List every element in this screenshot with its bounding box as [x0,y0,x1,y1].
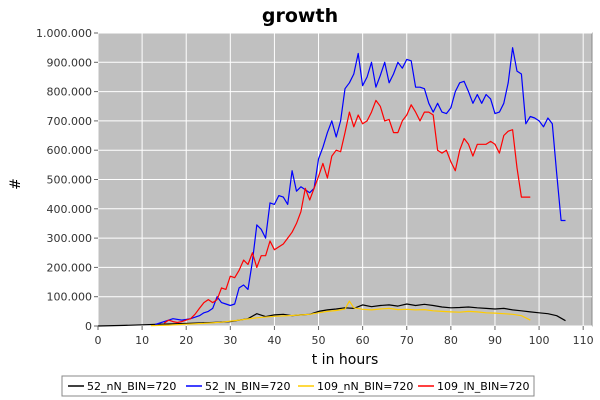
legend-label: 52_nN_BIN=720 [87,380,176,393]
x-tick-label: 0 [95,334,102,347]
legend-label: 109_lN_BIN=720 [437,380,530,393]
y-axis-label: # [8,178,24,190]
legend: 52_nN_BIN=720 52_lN_BIN=720 109_nN_BIN=720… [61,375,535,397]
x-tick-label: 40 [267,334,281,347]
y-tick-label: 800.000 [47,86,93,99]
series-line-2 [150,300,531,327]
y-tick-label: 1.000.000 [36,27,92,40]
y-tick-label: 200.000 [47,261,93,274]
x-tick-label: 80 [444,334,458,347]
y-tick-label: 0 [85,320,92,333]
series-lines [97,47,566,327]
y-tick-label: 600.000 [47,144,93,157]
y-tick-label: 400.000 [47,203,93,216]
y-tick-label: 300.000 [47,232,93,245]
x-axis-ticks: 0 10 20 30 40 50 60 70 80 90 100 110 [95,326,594,347]
y-tick-label: 900.000 [47,56,93,69]
grid-lines [97,32,592,327]
series-line-1 [155,47,566,326]
legend-label: 109_nN_BIN=720 [317,380,413,393]
x-tick-label: 70 [400,334,414,347]
y-tick-label: 500.000 [47,174,93,187]
x-axis-label: t in hours [312,352,379,368]
x-tick-label: 110 [573,334,594,347]
legend-label: 52_lN_BIN=720 [205,380,291,393]
x-tick-label: 90 [488,334,502,347]
x-tick-label: 60 [356,334,370,347]
y-tick-label: 100.000 [47,291,93,304]
y-axis-ticks: 0 100.000 200.000 300.000 400.000 500.000 600.… [36,27,98,333]
x-tick-label: 30 [223,334,237,347]
x-tick-label: 20 [179,334,193,347]
x-tick-label: 100 [529,334,550,347]
x-tick-label: 10 [135,334,149,347]
series-line-3 [163,99,531,324]
x-tick-label: 50 [312,334,326,347]
y-tick-label: 700.000 [47,115,93,128]
chart-title: growth [262,5,338,27]
